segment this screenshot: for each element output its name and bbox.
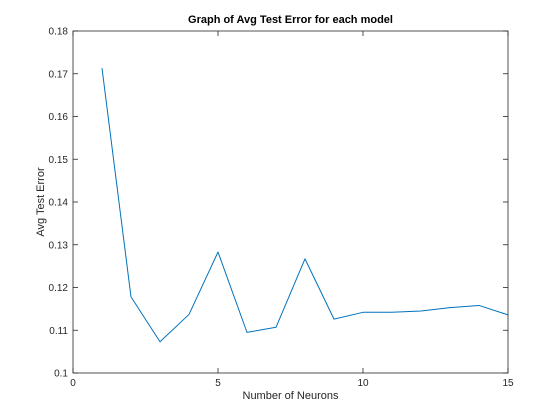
y-tick-label: 0.11: [49, 326, 68, 337]
series-line: [101, 68, 509, 343]
y-tick-label: 0.14: [49, 198, 69, 209]
series-layer: [101, 68, 509, 343]
x-tick-label: 10: [357, 378, 369, 389]
y-tick-label: 0.16: [49, 112, 69, 123]
x-tick-label: 5: [215, 378, 221, 389]
plot-area: [72, 30, 509, 374]
chart-title: Graph of Avg Test Error for each model: [188, 14, 393, 26]
x-axis-ticks: 0 5 10 15: [70, 31, 514, 389]
y-tick-label: 0.12: [49, 283, 69, 294]
y-tick-label: 0.13: [49, 240, 69, 251]
x-tick-label: 0: [70, 378, 76, 389]
y-tick-label: 0.1: [54, 369, 68, 380]
y-tick-label: 0.17: [49, 69, 69, 80]
y-axis-label: Avg Test Error: [35, 167, 47, 237]
x-tick-label: 15: [502, 378, 514, 389]
y-tick-label: 0.18: [49, 27, 69, 38]
y-axis-ticks: 0.1 0.11 0.12 0.13 0.14 0.15 0.16 0.17 0.18: [49, 27, 508, 380]
x-axis-label: Number of Neurons: [243, 390, 339, 402]
y-tick-label: 0.15: [49, 155, 69, 166]
